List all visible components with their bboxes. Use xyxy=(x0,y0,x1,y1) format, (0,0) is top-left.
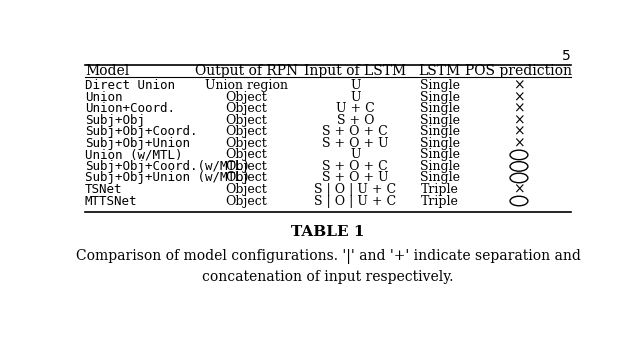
Text: POS prediction: POS prediction xyxy=(465,64,572,78)
Text: ×: × xyxy=(513,90,525,104)
Text: LSTM: LSTM xyxy=(419,64,461,78)
Text: Union+Coord.: Union+Coord. xyxy=(85,102,175,115)
Text: Object: Object xyxy=(225,148,267,161)
Text: MTTSNet: MTTSNet xyxy=(85,194,138,207)
Text: ×: × xyxy=(513,79,525,93)
Text: Single: Single xyxy=(420,125,460,138)
Text: U: U xyxy=(350,79,360,92)
Text: Single: Single xyxy=(420,102,460,115)
Text: Single: Single xyxy=(420,91,460,104)
Text: Direct Union: Direct Union xyxy=(85,79,175,92)
Text: Object: Object xyxy=(225,91,267,104)
Text: S + O: S + O xyxy=(337,114,374,127)
Text: Model: Model xyxy=(85,64,129,78)
Text: Subj+Obj+Coord.(w/MTL): Subj+Obj+Coord.(w/MTL) xyxy=(85,160,250,173)
Text: TABLE 1: TABLE 1 xyxy=(291,225,365,239)
Text: Subj+Obj: Subj+Obj xyxy=(85,114,145,127)
Text: Subj+Obj+Union (w/MTL): Subj+Obj+Union (w/MTL) xyxy=(85,171,250,184)
Text: Triple: Triple xyxy=(420,194,458,207)
Text: ×: × xyxy=(513,102,525,116)
Text: Object: Object xyxy=(225,171,267,184)
Text: Output of RPN: Output of RPN xyxy=(195,64,298,78)
Text: ×: × xyxy=(513,113,525,127)
Text: U: U xyxy=(350,148,360,161)
Text: Object: Object xyxy=(225,125,267,138)
Text: S + O + C: S + O + C xyxy=(323,125,388,138)
Text: Comparison of model configurations. '|' and '+' indicate separation and
concaten: Comparison of model configurations. '|' … xyxy=(76,249,580,284)
Text: ×: × xyxy=(513,125,525,139)
Text: Input of LSTM: Input of LSTM xyxy=(304,64,406,78)
Text: Single: Single xyxy=(420,171,460,184)
Text: S | O | U + C: S | O | U + C xyxy=(314,194,396,207)
Text: S | O | U + C: S | O | U + C xyxy=(314,183,396,196)
Text: Single: Single xyxy=(420,79,460,92)
Text: U: U xyxy=(350,91,360,104)
Text: Single: Single xyxy=(420,114,460,127)
Text: Single: Single xyxy=(420,148,460,161)
Text: Object: Object xyxy=(225,160,267,173)
Text: U + C: U + C xyxy=(336,102,374,115)
Text: Single: Single xyxy=(420,137,460,150)
Text: Union: Union xyxy=(85,91,122,104)
Text: S + O + U: S + O + U xyxy=(322,137,388,150)
Text: Object: Object xyxy=(225,102,267,115)
Text: Object: Object xyxy=(225,114,267,127)
Text: Object: Object xyxy=(225,194,267,207)
Text: Object: Object xyxy=(225,183,267,196)
Text: Union region: Union region xyxy=(205,79,287,92)
Text: Triple: Triple xyxy=(420,183,458,196)
Text: Subj+Obj+Union: Subj+Obj+Union xyxy=(85,137,190,150)
Text: ×: × xyxy=(513,182,525,196)
Text: S + O + C: S + O + C xyxy=(323,160,388,173)
Text: ×: × xyxy=(513,136,525,150)
Text: TSNet: TSNet xyxy=(85,183,122,196)
Text: Object: Object xyxy=(225,137,267,150)
Text: Single: Single xyxy=(420,160,460,173)
Text: Union (w/MTL): Union (w/MTL) xyxy=(85,148,182,161)
Text: S + O + U: S + O + U xyxy=(322,171,388,184)
Text: 5: 5 xyxy=(563,49,571,63)
Text: Subj+Obj+Coord.: Subj+Obj+Coord. xyxy=(85,125,198,138)
